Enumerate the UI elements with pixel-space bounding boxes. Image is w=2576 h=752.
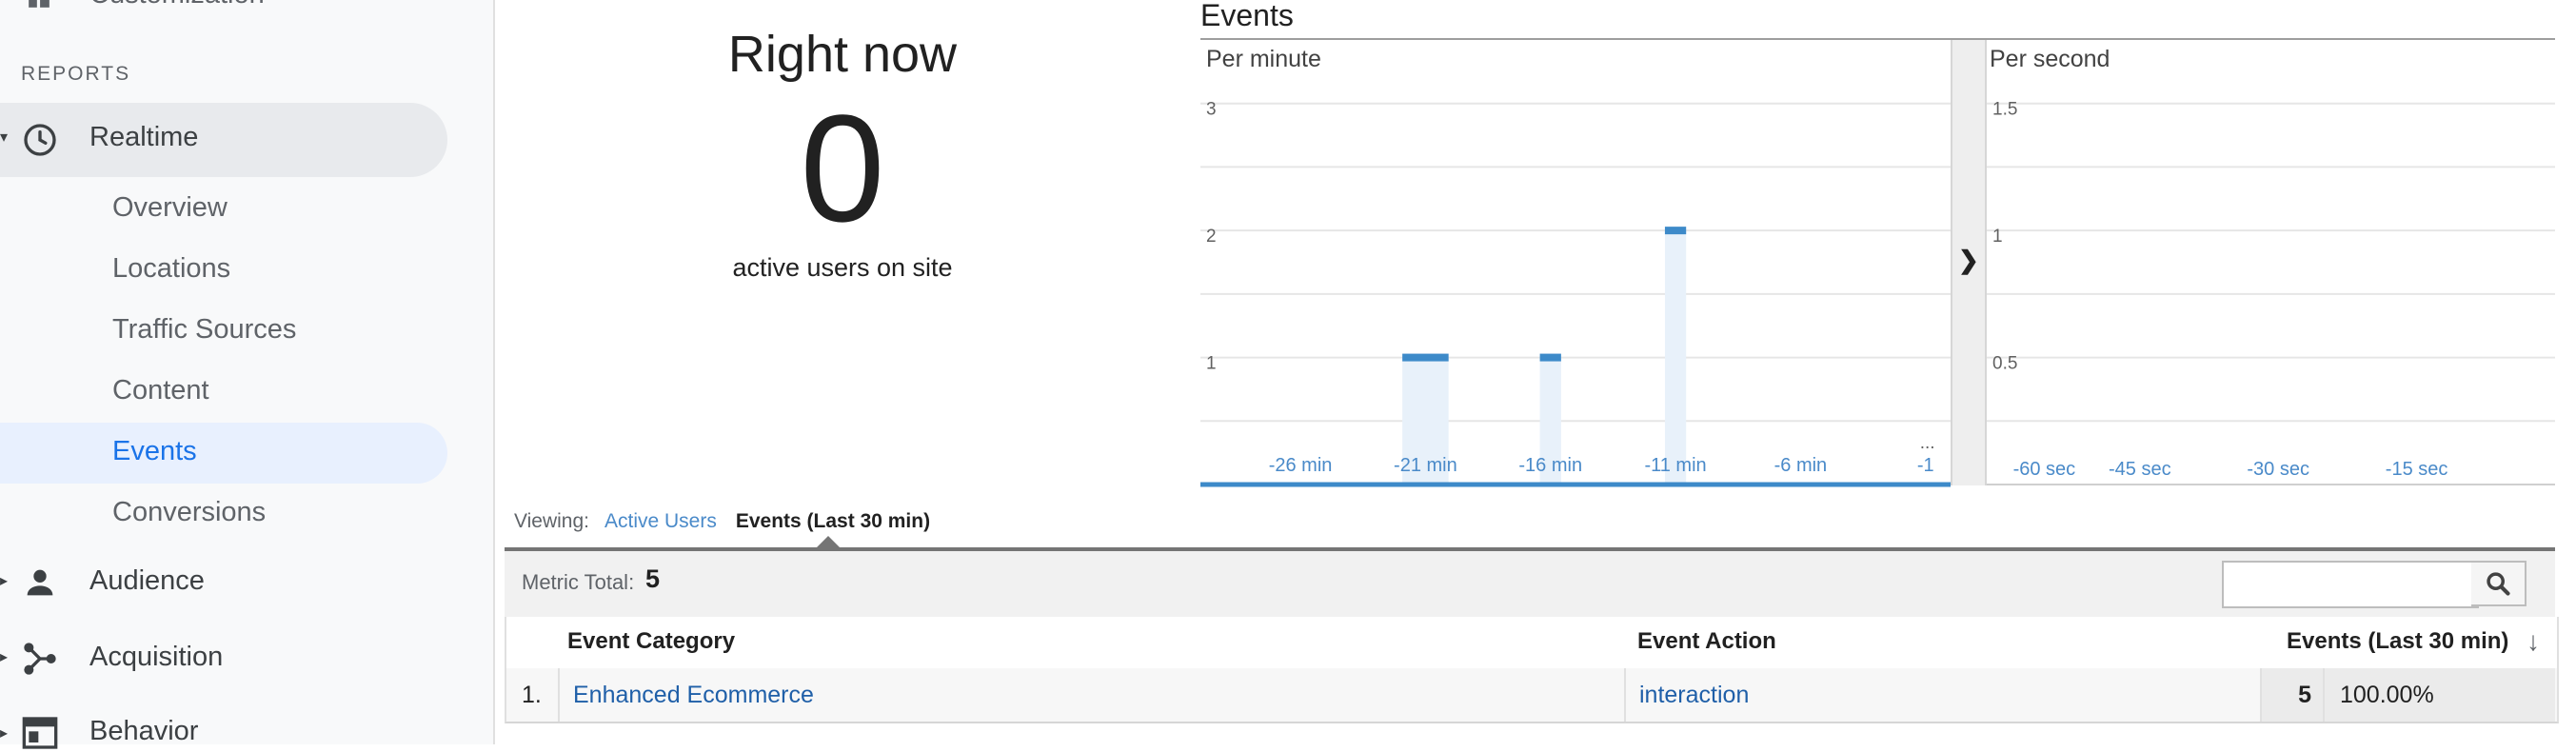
bar [1664, 227, 1687, 235]
active-users-caption: active users on site [732, 253, 953, 282]
column-divider [558, 668, 560, 722]
sidebar-item-label: Behavior [89, 716, 199, 746]
row-index: 1. [522, 681, 542, 708]
sidebar-item-traffic-sources[interactable]: Traffic Sources [112, 314, 297, 345]
x-tick-label: -21 min [1394, 455, 1457, 476]
caret-down-icon: ▾ [0, 129, 9, 146]
table-header: Event Category Event Action Events (Last… [505, 617, 2559, 670]
per-second-label: Per second [1990, 46, 2110, 72]
chevron-right-icon: ❯ [1958, 246, 1979, 274]
y-tick-label: 1 [1992, 227, 2003, 247]
overflow-marker: ... [1920, 433, 1935, 453]
sidebar-item-realtime[interactable]: ▾ Realtime [0, 103, 447, 177]
sidebar-item-label: Acquisition [89, 642, 224, 672]
column-header-event-action[interactable]: Event Action [1637, 628, 1776, 654]
x-tick-label: -1 [1917, 455, 1934, 476]
sidebar-item-locations[interactable]: Locations [112, 253, 231, 284]
x-tick-label: -11 min [1644, 455, 1706, 476]
table-row: 1. Enhanced Ecommerce interaction 5 100.… [505, 668, 2559, 723]
arrow-down-icon[interactable]: ↓ [2526, 626, 2540, 656]
acquisition-icon [24, 643, 56, 675]
x-tick-label: -6 min [1774, 455, 1828, 476]
column-divider [2260, 668, 2262, 722]
viewing-option-events[interactable]: Events (Last 30 min) [735, 510, 931, 532]
x-tick-label: -30 sec [2247, 459, 2309, 480]
x-tick-label: -16 min [1518, 455, 1582, 476]
metric-total-bar: Metric Total: 5 [505, 547, 2555, 620]
table-search-button[interactable] [2471, 561, 2526, 606]
column-header-event-category[interactable]: Event Category [567, 628, 736, 654]
active-view-indicator [817, 536, 840, 547]
viewing-label: Viewing: [514, 510, 589, 532]
sidebar-item-label: Audience [89, 565, 205, 596]
search-icon [2487, 572, 2510, 596]
event-category-link[interactable]: Enhanced Ecommerce [573, 681, 814, 708]
events-title-divider [1200, 38, 2555, 40]
events-chart-title: Events [1200, 0, 1294, 32]
events-count: 5 [2262, 668, 2323, 722]
bar-background [1539, 357, 1561, 485]
sidebar-item-content[interactable]: Content [112, 375, 209, 406]
viewing-option-active-users[interactable]: Active Users [604, 510, 717, 532]
sidebar-item-audience[interactable]: ▸ Audience [0, 544, 447, 621]
column-header-events[interactable]: Events (Last 30 min) [2287, 628, 2509, 654]
bar-background [1664, 230, 1687, 485]
sidebar: Customization REPORTS ▾ Realtime Overvie… [0, 0, 495, 749]
per-minute-label: Per minute [1206, 46, 1321, 72]
table-search-input[interactable] [2222, 561, 2479, 608]
bar [1402, 353, 1449, 362]
person-icon [27, 569, 53, 596]
metric-total-label: Metric Total: [522, 570, 635, 594]
y-tick-label: 2 [1206, 227, 1217, 247]
active-users-count: 0 [800, 83, 885, 253]
reports-section-header: REPORTS [21, 63, 131, 85]
column-divider [1624, 668, 1626, 722]
y-tick-label: 1.5 [1992, 100, 2017, 120]
metric-total-value: 5 [645, 564, 661, 593]
y-tick-label: 1 [1206, 354, 1217, 374]
chart-pane-toggle[interactable]: ❯ [1951, 40, 1987, 485]
column-divider [2323, 668, 2325, 722]
x-tick-label: -15 sec [2386, 459, 2448, 480]
sidebar-item-events[interactable]: Events [112, 436, 197, 466]
sidebar-item-behavior[interactable]: ▸ Behavior [0, 701, 447, 749]
customization-icon [29, 0, 50, 8]
clock-icon [24, 124, 56, 156]
sidebar-item-acquisition[interactable]: ▸ Acquisition [0, 621, 447, 697]
right-now-title: Right now [727, 26, 958, 83]
sidebar-item-label: Customization [89, 0, 265, 10]
caret-right-icon: ▸ [0, 725, 9, 742]
caret-right-icon: ▸ [0, 649, 9, 665]
sidebar-item-overview[interactable]: Overview [112, 192, 228, 223]
sidebar-item-label: Realtime [89, 122, 199, 152]
event-action-link[interactable]: interaction [1639, 681, 1750, 708]
y-tick-label: 0.5 [1992, 354, 2017, 374]
sidebar-item-conversions[interactable]: Conversions [112, 497, 267, 527]
x-tick-label: -26 min [1269, 455, 1333, 476]
bar-background [1402, 357, 1449, 485]
sidebar-item-events-highlight [0, 423, 447, 484]
y-tick-label: 3 [1206, 100, 1217, 120]
sidebar-item-customization[interactable]: Customization [0, 0, 447, 17]
caret-right-icon: ▸ [0, 573, 9, 589]
x-tick-label: -45 sec [2109, 459, 2171, 480]
events-percent: 100.00% [2325, 668, 2555, 722]
bar [1539, 353, 1561, 362]
x-tick-label: -60 sec [2013, 459, 2076, 480]
viewing-switcher: Viewing: Active Users Events (Last 30 mi… [514, 510, 930, 533]
